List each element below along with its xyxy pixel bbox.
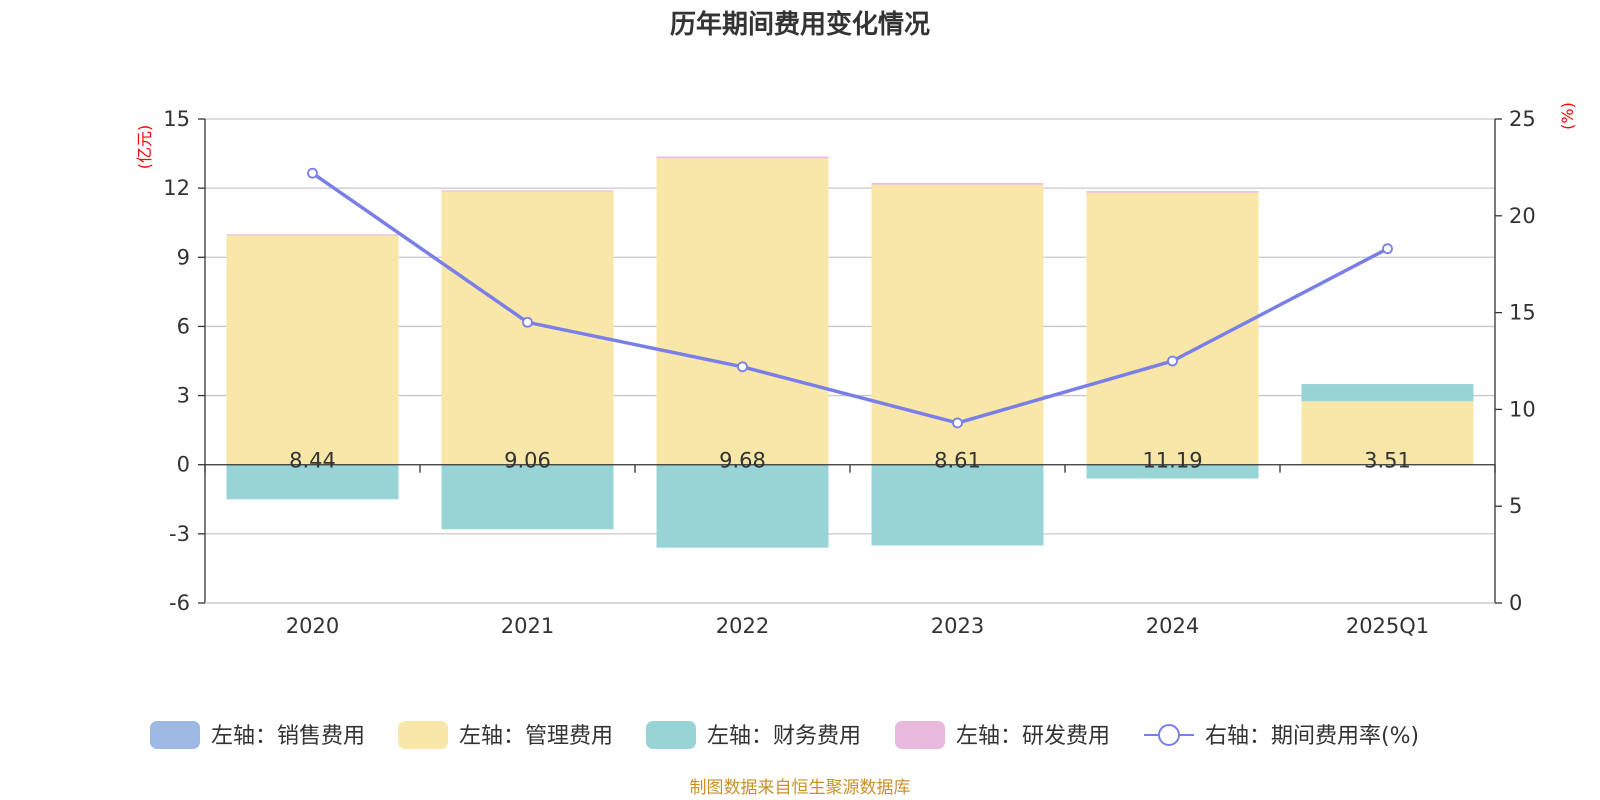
chart-title: 历年期间费用变化情况 — [670, 9, 930, 40]
bar-segment — [226, 464, 399, 500]
right-tick-label: 5 — [1509, 494, 1522, 518]
left-axis-unit: (亿元) — [135, 125, 154, 170]
left-tick-label: 15 — [163, 107, 190, 131]
bar-segment — [656, 158, 829, 465]
bar-total-label: 9.68 — [719, 449, 766, 473]
right-tick-label: 10 — [1509, 397, 1536, 421]
bar-segment — [1086, 191, 1259, 193]
legend-swatch — [895, 721, 945, 749]
legend-label: 左轴：研发费用 — [956, 724, 1110, 749]
x-tick-label: 2025Q1 — [1346, 614, 1429, 638]
legend-swatch — [150, 721, 200, 749]
bar-total-label: 8.61 — [934, 449, 981, 473]
legend-label: 右轴：期间费用率(%) — [1205, 724, 1419, 749]
legend-label: 左轴：销售费用 — [211, 724, 365, 749]
bar-total-label: 3.51 — [1364, 449, 1411, 473]
rate-point — [1167, 355, 1178, 367]
bar-total-label: 8.44 — [289, 449, 336, 473]
bars — [226, 156, 1474, 548]
rate-point — [1382, 243, 1393, 255]
legend-item[interactable]: 左轴：销售费用 — [150, 721, 365, 749]
bar-segment — [1301, 384, 1474, 402]
right-tick-label: 25 — [1509, 107, 1536, 131]
x-tick-label: 2024 — [1146, 614, 1199, 638]
bar-segment — [656, 156, 829, 159]
legend-label: 左轴：管理费用 — [459, 724, 613, 749]
bar-segment — [871, 183, 1044, 185]
bar-total-label: 11.19 — [1142, 449, 1202, 473]
bar-segment — [871, 464, 1044, 546]
left-tick-label: 0 — [177, 453, 190, 477]
left-tick-label: -6 — [169, 591, 190, 615]
axes: 15 12 9 6 3 0 -3 -6 25 20 15 10 5 0 (亿元) (%) 2020 2021 202… — [135, 102, 1577, 638]
bar-segment — [441, 464, 614, 530]
x-tick-label: 2022 — [716, 614, 769, 638]
source-note: 制图数据来自恒生聚源数据库 — [690, 778, 911, 798]
x-tick-label: 2020 — [286, 614, 339, 638]
rate-line-path — [311, 171, 1389, 425]
left-tick-label: 3 — [177, 384, 190, 408]
right-tick-label: 20 — [1509, 204, 1536, 228]
bar-total-label: 9.06 — [504, 449, 551, 473]
rate-point — [307, 167, 318, 179]
right-tick-label: 15 — [1509, 301, 1536, 325]
right-axis-unit: (%) — [1558, 102, 1577, 130]
left-tick-label: -3 — [169, 522, 190, 546]
bar-segment — [226, 234, 399, 236]
rate-point — [522, 316, 533, 328]
legend-circle-symbol — [1158, 724, 1180, 746]
legend-item[interactable]: 右轴：期间费用率(%) — [1144, 724, 1419, 749]
bar-segment — [656, 464, 829, 548]
legend[interactable]: 左轴：销售费用 左轴：管理费用 左轴：财务费用 左轴：研发费用 右轴：期间费用率(%) — [150, 721, 1419, 749]
bar-segment — [1086, 192, 1259, 465]
legend-swatch — [398, 721, 448, 749]
x-tick-label: 2023 — [931, 614, 984, 638]
legend-swatch — [646, 721, 696, 749]
bar-segment — [441, 191, 614, 465]
legend-item[interactable]: 左轴：财务费用 — [646, 721, 861, 749]
rate-point — [737, 361, 748, 373]
data-labels: 8.44 9.06 9.68 8.61 11.19 3.51 — [289, 449, 1411, 473]
left-tick-label: 9 — [177, 245, 190, 269]
legend-item[interactable]: 左轴：研发费用 — [895, 721, 1110, 749]
rate-line — [307, 167, 1393, 429]
legend-label: 左轴：财务费用 — [707, 724, 861, 749]
left-tick-label: 12 — [163, 176, 190, 200]
bar-segment — [441, 190, 614, 192]
rate-point — [952, 417, 963, 429]
legend-item[interactable]: 左轴：管理费用 — [398, 721, 613, 749]
bar-segment — [1301, 401, 1474, 465]
x-tick-label: 2021 — [501, 614, 554, 638]
right-tick-label: 0 — [1509, 591, 1522, 615]
bar-segment — [226, 235, 399, 465]
left-tick-label: 6 — [177, 314, 190, 338]
bar-segment — [1086, 464, 1259, 479]
